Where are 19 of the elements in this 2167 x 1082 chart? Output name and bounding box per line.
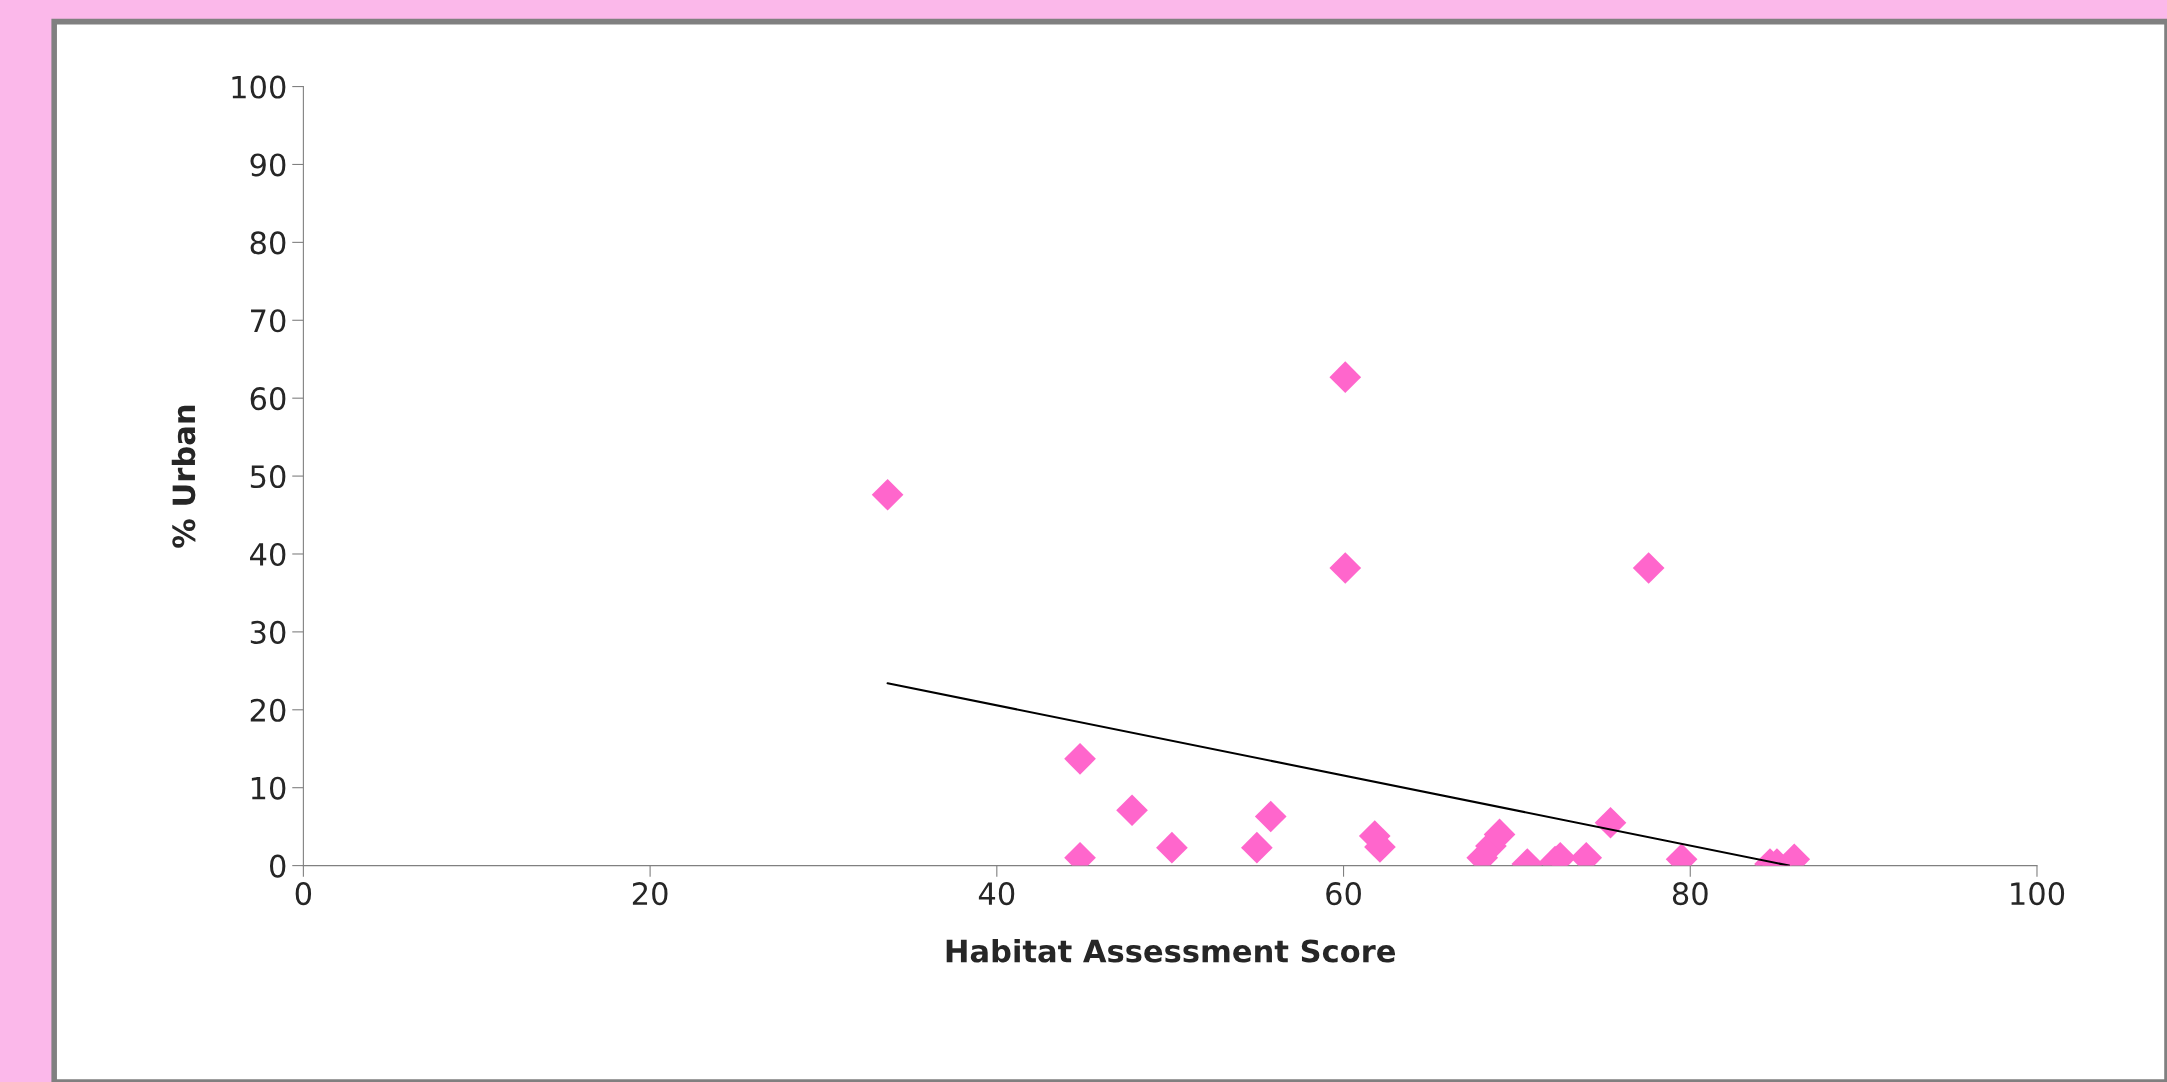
y-tick-label: 0	[269, 854, 286, 878]
x-tick-label: 20	[632, 882, 668, 906]
y-tick-label: 70	[251, 309, 286, 333]
y-tick-label: 100	[232, 75, 286, 99]
y-tick-label: 80	[250, 231, 286, 255]
y-tick-label: 10	[251, 776, 286, 800]
x-tick-label: 60	[1326, 882, 1361, 906]
x-tick-label: 0	[295, 882, 312, 906]
y-tick-label: 50	[250, 465, 286, 489]
x-tick-label: 40	[978, 882, 1015, 906]
y-axis-title: % Urban	[171, 405, 196, 548]
y-tick-label: 40	[250, 542, 286, 567]
y-tick-label: 60	[250, 387, 286, 411]
x-axis-title: Habitat Assessment Score	[946, 938, 1395, 963]
x-tick-label: 80	[1672, 882, 1708, 906]
x-tick-label: 100	[2011, 882, 2065, 906]
y-tick-label: 20	[250, 698, 286, 722]
y-tick-label: 90	[250, 153, 286, 177]
y-tick-label: 30	[250, 620, 286, 644]
